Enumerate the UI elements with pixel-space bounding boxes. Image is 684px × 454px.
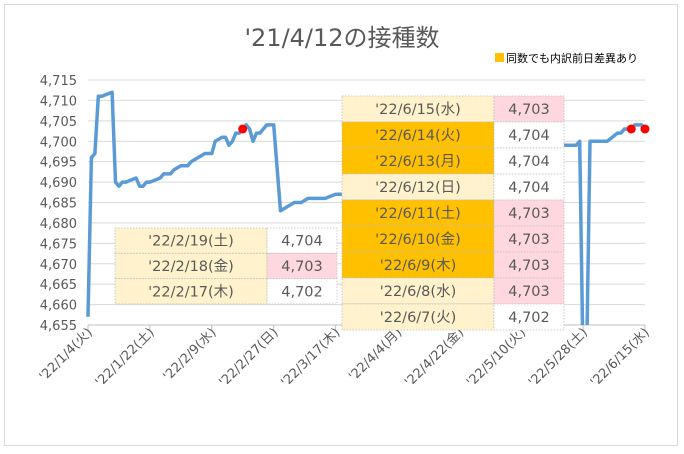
x-tick-label: '22/2/9(水): [161, 325, 220, 384]
date-cell-text: '22/2/19(土): [148, 233, 234, 250]
value-cell-text: 4,703: [281, 259, 323, 275]
value-cell: [266, 278, 338, 305]
date-cell: [341, 277, 495, 305]
series-line: [86, 90, 647, 325]
date-cell: [341, 225, 495, 253]
date-cell-text: '22/2/18(金): [148, 258, 234, 275]
table-row: '22/6/11(土) 4,703: [341, 199, 565, 227]
x-tick-label: '22/1/4(火): [37, 325, 96, 384]
table-row: '22/6/8(水) 4,703: [341, 277, 565, 305]
y-tick-label: 4,660: [40, 299, 77, 314]
y-tick-label: 4,665: [40, 278, 77, 293]
table-row: '22/2/18(金) 4,703: [114, 252, 338, 280]
value-cell: [493, 121, 565, 149]
date-cell: [341, 121, 495, 149]
y-tick-label: 4,680: [40, 217, 77, 232]
table-row: '22/6/12(日) 4,704: [341, 173, 565, 201]
value-cell-text: 4,703: [508, 284, 550, 300]
value-cell-text: 4,702: [508, 310, 550, 326]
value-cell: [266, 252, 338, 280]
series-line-0: [86, 90, 647, 325]
value-cell: [493, 95, 565, 123]
date-cell: [114, 278, 268, 305]
date-cell-text: '22/6/10(金): [375, 231, 461, 248]
value-cell: [493, 303, 565, 331]
date-cell-text: '22/6/12(日): [375, 180, 461, 196]
table-row: '22/6/9(木) 4,703: [341, 251, 565, 279]
legend-swatch: [495, 53, 504, 62]
value-cell: [493, 199, 565, 227]
date-cell-text: '22/6/11(土): [375, 205, 461, 222]
value-cell: [493, 147, 565, 175]
value-cell-text: 4,703: [508, 206, 550, 222]
date-cell-text: '22/6/8(水): [380, 283, 456, 300]
date-cell: [114, 227, 268, 254]
value-cell-text: 4,703: [508, 258, 550, 274]
data-tables: '22/2/19(土) 4,704 '22/2/18(金) 4,703 '22/2/17…: [114, 95, 565, 331]
y-tick-label: 4,655: [40, 319, 77, 334]
table-row: '22/2/17(木) 4,702: [114, 278, 338, 305]
x-tick-label: '22/6/15(水): [588, 325, 653, 390]
x-tick-label: '22/5/10(火): [464, 325, 529, 390]
x-tick-label: '22/4/4(月): [346, 325, 405, 384]
table-row: '22/6/15(水) 4,703: [341, 95, 565, 123]
table-row: '22/6/13(月) 4,704: [341, 147, 565, 175]
y-tick-label: 4,700: [40, 135, 77, 150]
table-row: '22/6/14(火) 4,704: [341, 121, 565, 149]
date-cell: [341, 251, 495, 279]
date-cell: [114, 252, 268, 280]
highlight-marker: [640, 124, 650, 134]
value-cell-text: 4,703: [508, 102, 550, 118]
value-cell-text: 4,704: [508, 128, 550, 144]
value-cell-text: 4,704: [508, 180, 550, 196]
date-cell-text: '22/6/9(木): [380, 257, 456, 274]
date-cell-text: '22/6/7(火): [380, 310, 456, 326]
value-cell: [493, 225, 565, 253]
date-cell-text: '22/6/13(月): [375, 154, 461, 170]
x-tick-label: '22/4/22(金): [402, 325, 468, 391]
x-tick-label: '22/5/28(土): [526, 325, 591, 390]
date-cell-text: '22/6/15(水): [375, 101, 461, 118]
y-tick-label: 4,715: [40, 74, 77, 89]
x-axis: '22/1/4(火)'22/1/22(土) '22/2/9(水)'22/2/27(…: [37, 324, 653, 391]
value-cell: [493, 277, 565, 305]
value-cell-text: 4,703: [508, 232, 550, 248]
value-cell-text: 4,704: [508, 154, 550, 170]
y-tick-label: 4,685: [40, 197, 77, 212]
value-cell: [493, 251, 565, 279]
y-tick-label: 4,705: [40, 115, 77, 130]
date-cell: [341, 173, 495, 201]
table-row: '22/2/19(土) 4,704: [114, 227, 338, 254]
y-tick-label: 4,710: [40, 94, 77, 109]
y-axis: 4,655 4,660 4,665 4,670 4,675 4,680 4,685 4,690…: [40, 74, 77, 334]
y-tick-label: 4,670: [40, 258, 77, 273]
chart-frame: [4, 4, 678, 446]
value-cell-text: 4,704: [281, 234, 323, 250]
table-row: '22/6/10(金) 4,703: [341, 225, 565, 253]
table-row: '22/6/7(火) 4,702: [341, 303, 565, 331]
y-tick-label: 4,675: [40, 237, 77, 252]
value-cell-text: 4,702: [281, 284, 323, 300]
y-tick-label: 4,695: [40, 156, 77, 171]
highlight-marker: [238, 124, 248, 134]
x-tick-label: '22/3/17(木): [278, 325, 343, 390]
x-tick-label: '22/2/27(日): [217, 325, 282, 390]
highlight-marker: [626, 124, 636, 134]
highlight-markers: [238, 124, 650, 134]
date-cell-text: '22/6/14(火): [375, 128, 461, 144]
y-tick-label: 4,690: [40, 176, 77, 191]
date-cell-text: '22/2/17(木): [148, 283, 234, 300]
date-cell: [341, 95, 495, 123]
legend-text: 同数でも内訳前日差異あり: [506, 51, 638, 65]
date-cell: [341, 199, 495, 227]
chart-title: '21/4/12の接種数: [244, 24, 439, 52]
data-table-1: '22/6/15(水) 4,703'22/6/14(火) 4,704'22/6/13…: [341, 95, 565, 331]
x-tick-label: '22/1/22(土): [93, 325, 158, 390]
value-cell: [493, 173, 565, 201]
data-table-0: '22/2/19(土) 4,704 '22/2/18(金) 4,703 '22/2/17…: [114, 227, 338, 305]
